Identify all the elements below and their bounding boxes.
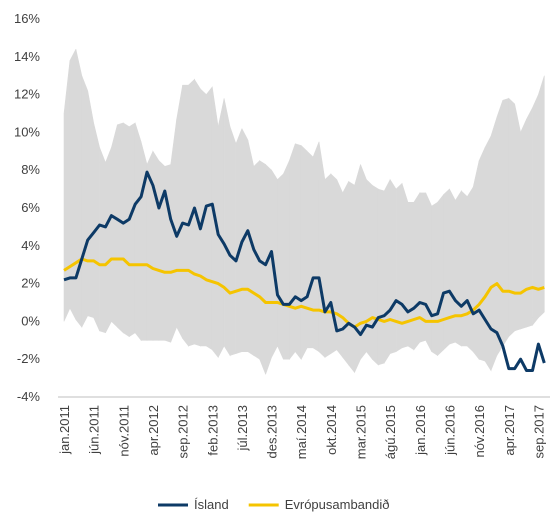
x-tick-label: nóv.2016: [472, 405, 487, 458]
range-band: [306, 150, 314, 349]
x-tick-label: sep.2012: [176, 405, 191, 459]
range-band: [449, 188, 456, 345]
x-tick-label: jan.2016: [413, 405, 428, 456]
range-band: [312, 141, 320, 353]
x-tick-label: maí.2014: [294, 405, 309, 459]
range-band: [277, 173, 284, 360]
range-band: [229, 126, 237, 356]
range-band: [300, 144, 308, 360]
x-tick-label: mar.2015: [354, 405, 369, 459]
range-band: [472, 160, 480, 361]
range-band: [158, 160, 166, 341]
range-band: [389, 178, 397, 354]
range-band: [128, 122, 136, 338]
range-band: [176, 85, 183, 339]
range-band: [508, 97, 515, 338]
x-tick-label: jan.2011: [57, 405, 72, 455]
range-band: [182, 84, 189, 347]
range-band: [413, 191, 421, 351]
range-band: [223, 98, 231, 357]
range-band: [99, 147, 106, 334]
range-band: [294, 143, 302, 361]
range-band: [283, 160, 290, 360]
x-tick-label: ágú.2015: [383, 405, 398, 459]
range-band: [520, 119, 527, 330]
range-band: [81, 75, 89, 328]
range-band: [87, 90, 94, 319]
range-band: [354, 164, 361, 373]
range-band: [538, 75, 545, 319]
y-tick-label: 16%: [14, 11, 40, 26]
range-band: [318, 141, 326, 359]
y-tick-label: -4%: [17, 389, 41, 404]
range-band: [526, 107, 533, 328]
x-tick-label: sep.2017: [531, 405, 546, 459]
range-band: [366, 178, 373, 361]
range-band: [348, 180, 355, 374]
range-band: [532, 94, 539, 327]
range-band: [455, 189, 462, 347]
range-band: [407, 202, 415, 351]
x-tick-label: okt.2014: [324, 405, 339, 455]
range-band: [383, 179, 391, 365]
y-tick-label: 4%: [21, 238, 40, 253]
range-band: [496, 100, 504, 357]
range-band: [425, 192, 432, 352]
y-tick-label: 6%: [21, 200, 40, 215]
range-band: [478, 147, 486, 362]
x-tick-label: apr.2012: [146, 405, 161, 456]
range-band: [265, 163, 272, 375]
range-band: [206, 86, 213, 351]
range-band: [152, 150, 160, 341]
y-tick-label: 0%: [21, 313, 40, 328]
range-band: [324, 173, 332, 358]
range-band: [123, 122, 130, 338]
x-tick-label: apr.2017: [502, 405, 517, 456]
range-band: [395, 182, 403, 353]
range-band: [431, 201, 438, 356]
range-band: [484, 136, 492, 372]
range-band: [105, 147, 112, 333]
range-band: [259, 160, 266, 375]
range-band: [63, 60, 71, 322]
range-band: [437, 193, 444, 357]
x-tick-label: jún.2016: [442, 405, 457, 456]
y-tick-label: 8%: [21, 162, 40, 177]
range-band: [443, 188, 450, 351]
x-tick-label: des.2013: [265, 405, 280, 459]
range-band: [117, 122, 124, 334]
y-tick-label: 12%: [14, 87, 40, 102]
line: [63, 170, 546, 372]
range-band: [377, 188, 385, 366]
x-tick-label: júl.2013: [235, 405, 250, 452]
legend-label: Evrópusambandið: [285, 497, 390, 512]
range-band: [514, 103, 521, 332]
range-band: [111, 124, 118, 328]
y-tick-label: -2%: [17, 351, 41, 366]
x-tick-label: nóv.2011: [116, 405, 131, 457]
range-band: [372, 184, 379, 366]
range-band: [466, 186, 474, 353]
range-band: [502, 97, 510, 348]
range-band: [342, 181, 349, 366]
legend-label: Ísland: [194, 497, 229, 512]
y-tick-label: 14%: [14, 49, 40, 64]
x-tick-label: feb.2013: [205, 405, 220, 456]
range-band: [289, 143, 296, 361]
range-band: [134, 122, 142, 342]
line: [63, 257, 545, 329]
y-tick-label: 2%: [21, 276, 40, 291]
x-tick-label: jún.2011: [87, 405, 102, 455]
range-band: [217, 98, 225, 358]
range-band: [75, 49, 83, 328]
range-band: [461, 190, 468, 347]
y-tick-label: 10%: [14, 124, 40, 139]
